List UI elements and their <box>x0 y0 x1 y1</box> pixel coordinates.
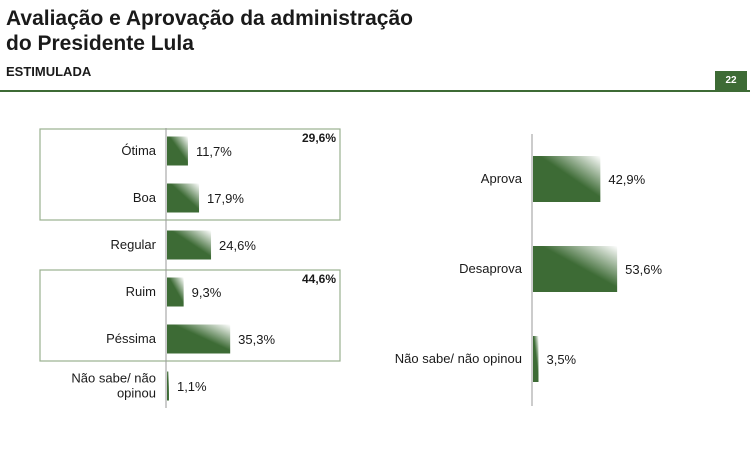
bar-pessima <box>167 324 231 354</box>
category-label-ruim: Ruim <box>126 284 156 299</box>
bar-ruim <box>167 277 184 307</box>
evaluation-chart: 29,6% 44,6% Ótima 11,7% Boa 17,9% Regular 24,6%… <box>39 128 341 408</box>
value-label-boa: 17,9% <box>207 191 244 206</box>
category-label-aprova: Aprova <box>481 171 523 186</box>
value-label-pessima: 35,3% <box>238 332 275 347</box>
title-line-2: do Presidente Lula <box>6 32 194 55</box>
bar-regular <box>167 230 212 260</box>
category-label-regular: Regular <box>110 237 156 252</box>
bar-desaprova <box>533 246 618 292</box>
chart-title: Avaliação e Aprovação da administração d… <box>6 6 413 56</box>
group-total-label-0: 29,6% <box>302 131 336 145</box>
value-label-desaprova: 53,6% <box>625 262 662 277</box>
category-label-boa: Boa <box>133 190 157 205</box>
value-label-regular: 24,6% <box>219 238 256 253</box>
category-label-nao-sabe-nao-opinou: Não sabe/ não opinou <box>395 351 522 366</box>
bar-nao-sabe-nao-opinou <box>533 336 539 382</box>
category-label-desaprova: Desaprova <box>459 261 523 276</box>
group-box-0 <box>39 128 341 221</box>
chart-subtitle: ESTIMULADA <box>6 64 92 79</box>
bar-boa <box>167 183 200 213</box>
value-label-otima: 11,7% <box>196 144 232 159</box>
category-label-pessima: Péssima <box>106 331 157 346</box>
approval-chart: Aprova 42,9% Desaprova 53,6% Não sabe/ não o… <box>395 134 662 406</box>
category-label-nao-sabe-nao-opinou: Não sabe/ não opinou <box>71 371 156 401</box>
value-label-ruim: 9,3% <box>192 285 222 300</box>
bar-aprova <box>533 156 601 202</box>
category-label-otima: Ótima <box>121 143 156 158</box>
value-label-nao-sabe-nao-opinou: 3,5% <box>546 352 576 367</box>
value-label-aprova: 42,9% <box>608 172 645 187</box>
value-label-nao-sabe-nao-opinou: 1,1% <box>177 379 207 394</box>
page-number: 22 <box>715 71 747 90</box>
title-line-1: Avaliação e Aprovação da administração <box>6 7 413 30</box>
bar-nao-sabe-nao-opinou <box>167 371 169 401</box>
bar-otima <box>167 136 188 166</box>
group-box-1 <box>39 269 341 362</box>
group-total-label-1: 44,6% <box>302 272 336 286</box>
header-divider <box>0 90 750 92</box>
